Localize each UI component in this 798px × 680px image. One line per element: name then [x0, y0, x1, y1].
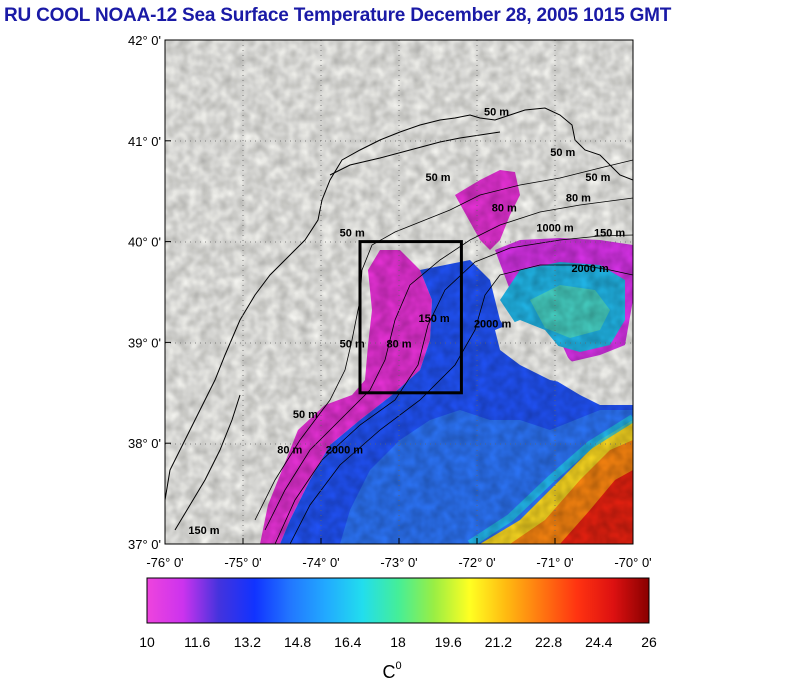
isobath-label: 1000 m [536, 223, 574, 235]
isobath-label: 50 m [585, 172, 610, 184]
lon-label: -74° 0' [302, 555, 339, 570]
colorbar [146, 577, 650, 624]
delmarva-coast [174, 394, 241, 531]
isobath-label: 50 m [340, 228, 365, 240]
isobath-label: 2000 m [326, 444, 364, 456]
isobath-label: 80 m [386, 338, 411, 350]
lat-label: 39° 0' [128, 335, 161, 350]
lon-label: -75° 0' [224, 555, 261, 570]
colorbar-tick-label: 19.6 [435, 634, 462, 650]
colorbar-tick-label: 21.2 [485, 634, 512, 650]
lat-label: 41° 0' [128, 134, 161, 149]
colorbar-tick-label: 14.8 [284, 634, 311, 650]
lat-label: 37° 0' [128, 537, 161, 552]
lon-label: -71° 0' [536, 555, 573, 570]
colorbar-tick-label: 18 [390, 634, 406, 650]
graticule [165, 40, 633, 544]
colorbar-tick-label: 22.8 [535, 634, 562, 650]
lat-axis-labels: 42° 0' 41° 0' 40° 0' 39° 0' 38° 0' 37° 0' [128, 33, 171, 552]
lon-axis-labels: -76° 0' -75° 0' -74° 0' -73° 0' -72° 0' -71° … [146, 538, 652, 570]
colorbar-tick-label: 26 [641, 634, 657, 650]
lon-label: -76° 0' [146, 555, 183, 570]
isobath-50m [254, 159, 633, 521]
isobath-label: 80 m [566, 192, 591, 204]
lon-label: -70° 0' [614, 555, 651, 570]
isobath-label: 150 m [594, 228, 625, 240]
isobath-label: 2000 m [474, 318, 512, 330]
isobath-label: 50 m [484, 107, 509, 119]
isobath-label: 150 m [188, 525, 219, 537]
colorbar-tick-labels: 10 11.6 13.2 14.8 16.4 18 19.6 21.2 22.8 24.4 26 [139, 634, 657, 650]
lon-label: -72° 0' [458, 555, 495, 570]
lon-label: -73° 0' [380, 555, 417, 570]
lat-label: 38° 0' [128, 436, 161, 451]
colorbar-tick-label: 11.6 [184, 634, 210, 650]
colorbar-tick-label: 16.4 [334, 634, 361, 650]
isobath-label: 80 m [277, 444, 302, 456]
isobath-2000m [289, 264, 633, 544]
isobath-label: 50 m [550, 147, 575, 159]
isobath-label: 80 m [492, 202, 517, 214]
isobath-label: 150 m [418, 313, 449, 325]
colorbar-tick-label: 24.4 [585, 634, 612, 650]
map-title: RU COOL NOAA-12 Sea Surface Temperature … [4, 5, 672, 26]
lat-label: 42° 0' [128, 33, 161, 48]
isobath-label: 50 m [293, 409, 318, 421]
isobath-label: 50 m [340, 338, 365, 350]
isobath-150m [274, 234, 633, 544]
coastline [165, 107, 633, 501]
isobath-label: 2000 m [571, 263, 609, 275]
colorbar-unit-label: C0 [382, 660, 401, 680]
lat-label: 40° 0' [128, 235, 161, 250]
isobath-label: 50 m [425, 172, 450, 184]
colorbar-tick-label: 10 [139, 634, 155, 650]
isobath-labels: 50 m 50 m 50 m 50 m 50 m 80 m 1000 m 80 m 150 m 2… [188, 107, 625, 537]
colorbar-tick-label: 13.2 [234, 634, 261, 650]
region-of-interest-box [358, 240, 463, 395]
